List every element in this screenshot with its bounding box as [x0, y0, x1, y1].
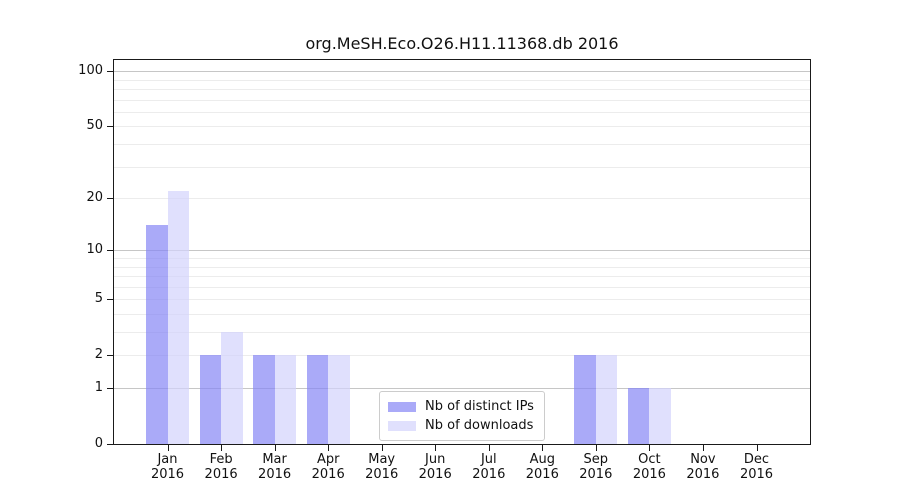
gridline-minor-6	[114, 286, 810, 288]
xtick-mark-apr	[328, 445, 330, 451]
xtick-year-jul: 2016	[472, 467, 506, 482]
gridline-minor-4	[114, 314, 810, 315]
xtick-mark-jan	[167, 445, 169, 451]
ytick-mark-5	[107, 299, 113, 301]
xtick-label-jul: Jul	[480, 452, 497, 467]
xtick-label-mar: Mar	[262, 452, 287, 467]
xtick-year-apr: 2016	[311, 467, 345, 482]
xtick-label-feb: Feb	[209, 452, 233, 467]
xtick-label-apr: Apr	[316, 452, 340, 467]
xtick-mark-nov	[702, 445, 704, 451]
bar-nb-of-downloads-jan	[167, 190, 189, 444]
gridline-major-10	[114, 250, 810, 252]
legend-row-nb-of-distinct-ips: Nb of distinct IPs	[388, 397, 534, 416]
gridline-minor-7	[114, 276, 810, 277]
xtick-year-jan: 2016	[150, 467, 185, 482]
bar-nb-of-downloads-apr	[328, 355, 350, 444]
gridline-minor-60	[114, 111, 810, 113]
ytick-mark-10	[107, 250, 113, 252]
ytick-label-2: 2	[94, 347, 103, 363]
gridline-minor-8	[114, 266, 810, 268]
plot-area	[113, 59, 811, 445]
bar-nb-of-downloads-sep	[595, 355, 618, 444]
bar-nb-of-distinct-ips-mar	[253, 355, 275, 444]
gridline-minor-70	[114, 99, 810, 101]
gridline-minor-80	[114, 89, 810, 90]
xtick-year-jun: 2016	[418, 467, 452, 482]
gridline-minor-40	[114, 144, 810, 145]
xtick-label-may: May	[368, 452, 396, 467]
gridline-major-1	[114, 388, 810, 389]
xtick-label-jun: Jun	[425, 452, 446, 467]
bar-nb-of-distinct-ips-sep	[574, 355, 596, 444]
xtick-mark-dec	[756, 445, 758, 451]
legend-label-nb-of-distinct-ips: Nb of distinct IPs	[425, 399, 534, 414]
ytick-label-10: 10	[86, 242, 103, 258]
xtick-mark-oct	[649, 445, 651, 451]
gridline-major-100	[114, 71, 810, 73]
xtick-mark-sep	[595, 445, 597, 451]
legend-swatch-nb-of-distinct-ips	[388, 401, 416, 412]
legend-row-nb-of-downloads: Nb of downloads	[388, 416, 534, 435]
xtick-year-feb: 2016	[204, 467, 238, 482]
gridline-minor-5	[114, 299, 810, 301]
ytick-mark-1	[107, 388, 113, 389]
gridline-minor-9	[114, 258, 810, 259]
xtick-label-nov: Nov	[690, 452, 716, 467]
gridline-minor-3	[114, 332, 810, 333]
chart-title: org.MeSH.Eco.O26.H11.11368.db 2016	[305, 34, 619, 53]
bar-nb-of-downloads-oct	[649, 388, 671, 444]
xtick-year-sep: 2016	[579, 467, 613, 482]
xtick-year-nov: 2016	[686, 467, 720, 482]
xtick-mark-may	[381, 445, 383, 451]
ytick-mark-2	[107, 355, 113, 357]
legend: Nb of distinct IPs Nb of downloads	[379, 391, 545, 441]
xtick-year-mar: 2016	[258, 467, 292, 482]
xtick-mark-feb	[221, 445, 223, 451]
bar-nb-of-downloads-mar	[274, 355, 297, 444]
bar-nb-of-distinct-ips-jan	[146, 225, 168, 444]
gridline-minor-2	[114, 355, 810, 357]
bar-nb-of-distinct-ips-apr	[306, 355, 329, 444]
legend-swatch-nb-of-downloads	[388, 420, 416, 431]
xtick-year-dec: 2016	[739, 467, 774, 482]
ytick-mark-0	[107, 444, 113, 445]
xtick-label-dec: Dec	[743, 452, 770, 467]
ytick-mark-100	[107, 71, 113, 73]
ytick-label-0: 0	[94, 436, 103, 451]
bar-nb-of-downloads-feb	[221, 332, 243, 444]
xtick-mark-jul	[488, 445, 490, 451]
ytick-label-50: 50	[86, 118, 103, 134]
gridline-minor-90	[114, 79, 810, 81]
xtick-label-sep: Sep	[583, 452, 609, 467]
xtick-year-aug: 2016	[525, 467, 559, 482]
xtick-year-oct: 2016	[632, 467, 666, 482]
xtick-label-jan: Jan	[157, 452, 178, 467]
xtick-label-oct: Oct	[638, 452, 661, 467]
xtick-mark-aug	[542, 445, 544, 451]
ytick-label-1: 1	[94, 380, 103, 395]
ytick-label-100: 100	[78, 63, 103, 79]
ytick-label-5: 5	[94, 291, 103, 307]
gridline-minor-30	[114, 166, 810, 168]
ytick-label-20: 20	[86, 190, 103, 206]
xtick-mark-mar	[274, 445, 276, 451]
gridline-minor-50	[114, 126, 810, 128]
xtick-mark-jun	[435, 445, 437, 451]
ytick-mark-20	[107, 198, 113, 200]
ytick-mark-50	[107, 126, 113, 128]
xtick-label-aug: Aug	[529, 452, 555, 467]
bar-nb-of-distinct-ips-oct	[627, 388, 650, 444]
xtick-year-may: 2016	[365, 467, 399, 482]
legend-label-nb-of-downloads: Nb of downloads	[425, 418, 534, 433]
gridline-minor-20	[114, 198, 810, 200]
bar-nb-of-distinct-ips-feb	[199, 355, 222, 444]
